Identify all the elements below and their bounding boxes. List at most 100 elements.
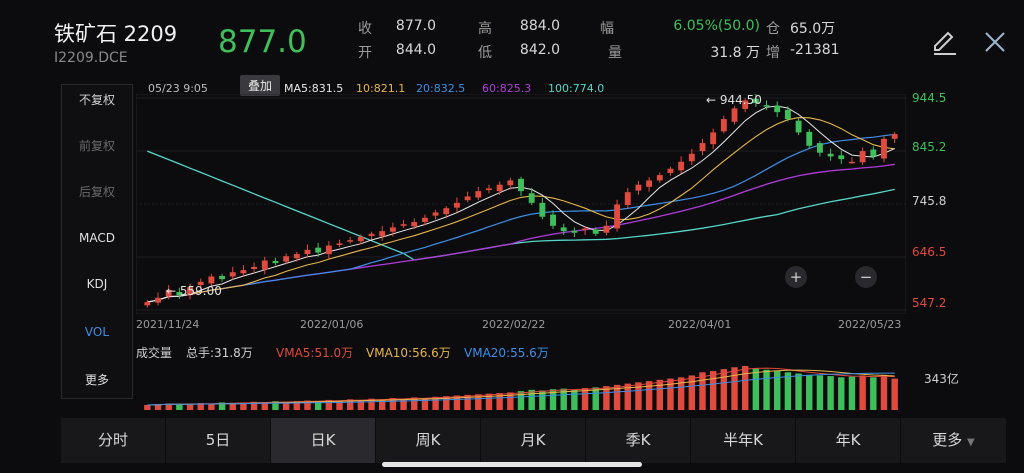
candle-body	[806, 131, 813, 146]
candle-body	[699, 143, 706, 152]
tab-halfyear-k[interactable]: 半年K	[691, 418, 796, 463]
candle-body	[539, 202, 546, 217]
candle-body	[731, 108, 738, 122]
side-item-more[interactable]: 更多	[84, 373, 109, 387]
range-value: 6.05%(50.0)	[673, 18, 760, 34]
side-item-kdj[interactable]: KDJ	[86, 277, 108, 291]
tab-5day[interactable]: 5日	[166, 418, 271, 463]
volume-bar	[539, 390, 546, 410]
candle-body	[443, 208, 450, 215]
period-tabs: 分时 5日 日K 周K 月K 季K 半年K 年K 更多 ▼	[61, 418, 1007, 463]
volume-bar	[272, 401, 279, 410]
zoom-out-button[interactable]: −	[855, 266, 877, 288]
volume-bar	[870, 377, 877, 410]
candle-body	[272, 261, 279, 264]
tab-intraday[interactable]: 分时	[61, 418, 166, 463]
candle-body	[827, 153, 834, 157]
volume-bar	[368, 398, 375, 410]
ma20-label: 20:832.5	[416, 82, 466, 95]
volume-bar	[475, 394, 482, 410]
volume-bar	[720, 369, 728, 410]
volume-bar	[592, 387, 599, 410]
side-item-no-adjust[interactable]: 不复权	[78, 93, 115, 107]
volume-bar	[261, 402, 268, 410]
candle-body	[774, 105, 781, 113]
zoom-in-button[interactable]: +	[785, 266, 807, 288]
candle-body	[560, 227, 567, 232]
edit-icon[interactable]	[930, 28, 958, 56]
ma100-label: 100:774.0	[548, 82, 605, 95]
volume-bar	[752, 368, 760, 410]
candle-body	[656, 175, 663, 181]
candle-body	[379, 231, 386, 237]
candle-body	[870, 149, 877, 157]
candle-body	[752, 98, 759, 104]
candle-body	[155, 297, 161, 303]
candle-body	[849, 161, 855, 164]
volume-bar	[838, 377, 845, 410]
candle-body	[592, 229, 599, 234]
candle-body	[795, 120, 802, 133]
y-tick-5: 547.2	[912, 296, 947, 310]
tab-more[interactable]: 更多 ▼	[901, 418, 1007, 463]
volume-bar	[197, 403, 204, 410]
candle-body	[464, 196, 471, 201]
change-label: 增	[766, 45, 780, 61]
volume-bar	[688, 375, 696, 410]
volume-bar	[507, 392, 514, 410]
side-item-vol[interactable]: VOL	[84, 325, 110, 339]
tab-more-label: 更多	[932, 431, 963, 449]
overlay-button[interactable]: 叠加	[240, 75, 281, 96]
tab-quarterly-k[interactable]: 季K	[586, 418, 691, 463]
ma5-label: MA5:831.5	[284, 82, 344, 95]
candle-body	[859, 151, 866, 163]
volume-bar	[560, 388, 567, 410]
candle-body	[304, 249, 311, 255]
tab-yearly-k[interactable]: 年K	[796, 418, 901, 463]
candle-body	[528, 193, 535, 203]
volume-bar	[667, 378, 674, 410]
indicator-panel: 不复权 前复权 后复权 MACD KDJ VOL 更多	[61, 84, 133, 399]
candle-body	[518, 178, 524, 192]
candle-body	[240, 270, 247, 274]
y-tick-3: 745.8	[912, 194, 947, 208]
volume-bar	[325, 399, 333, 410]
candle-body	[763, 105, 770, 107]
volume-bar	[250, 401, 258, 410]
volume-title: 成交量	[136, 346, 173, 360]
side-item-forward-adjust[interactable]: 前复权	[78, 139, 115, 153]
volume-bar	[741, 366, 749, 410]
open-interest-value: 65.0万	[790, 21, 836, 37]
y-tick-2: 845.2	[912, 140, 947, 154]
candle-body	[219, 275, 226, 280]
x-tick-3: 2022/02/22	[482, 318, 546, 331]
candle-body	[507, 180, 514, 186]
volume-bar	[784, 372, 792, 410]
home-indicator	[382, 462, 642, 467]
candle-body	[720, 119, 727, 132]
tab-monthly-k[interactable]: 月K	[481, 418, 586, 463]
candle-body	[325, 245, 332, 255]
x-tick-4: 2022/04/01	[668, 318, 732, 331]
ma60-label: 60:825.3	[482, 82, 532, 95]
volume-chart[interactable]	[136, 360, 906, 410]
candle-body	[603, 225, 610, 233]
volume-bar	[400, 398, 407, 410]
dropdown-triangle-icon: ▼	[967, 437, 975, 448]
tab-weekly-k[interactable]: 周K	[376, 418, 481, 463]
vma5-label: VMA5:51.0万	[276, 346, 354, 360]
candle-body	[678, 161, 685, 171]
volume-bar	[603, 386, 610, 410]
volume-bar	[709, 371, 717, 410]
close-icon[interactable]	[982, 29, 1008, 55]
tab-daily-k[interactable]: 日K	[271, 418, 376, 463]
x-tick-2: 2022/01/06	[300, 318, 364, 331]
side-item-backward-adjust[interactable]: 后复权	[78, 185, 115, 199]
volume-value: 31.8 万	[710, 45, 760, 61]
volume-bar	[443, 396, 450, 410]
side-item-macd[interactable]: MACD	[79, 231, 115, 245]
open-interest-label: 仓	[766, 21, 780, 37]
price-chart[interactable]: ← 944.50 ← 559.00	[136, 94, 906, 314]
volume-bar	[357, 399, 365, 410]
candle-body	[496, 184, 503, 192]
